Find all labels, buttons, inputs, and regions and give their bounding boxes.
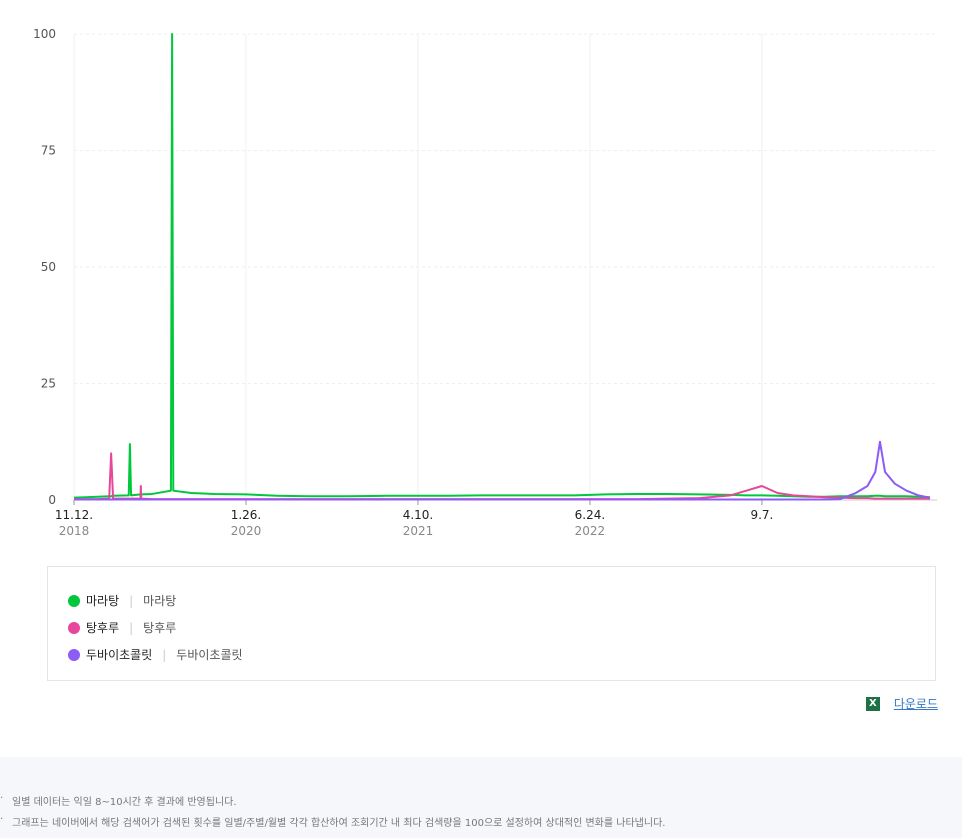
legend-keywords: 마라탕 (143, 594, 177, 608)
legend-name: 두바이초콜릿 (86, 648, 153, 662)
legend-keywords: 탕후루 (143, 621, 177, 635)
y-tick-label: 0 (48, 493, 56, 507)
download-link[interactable]: 다운로드 (893, 697, 938, 711)
x-tick-label: 4.10. (403, 508, 434, 522)
note: 그래프는 네이버에서 해당 검색어가 검색된 횟수를 일별/주별/월별 각각 합… (0, 814, 962, 835)
download-bar: X 다운로드 (865, 695, 938, 712)
separator: | (129, 620, 134, 635)
y-tick-label: 50 (41, 260, 56, 274)
x-tick-label: 11.12. (55, 508, 93, 522)
footer: 일별 데이터는 익일 8~10시간 후 결과에 반영됩니다. 그래프는 네이버에… (0, 757, 962, 838)
y-tick-label: 100 (33, 27, 56, 41)
x-tick-sublabel: 2020 (231, 524, 262, 538)
separator: | (129, 593, 134, 608)
x-tick-sublabel: 2018 (59, 524, 90, 538)
x-tick-label: 6.24. (575, 508, 606, 522)
legend-item[interactable]: 탕후루 | 탕후루 (68, 614, 935, 641)
x-tick-sublabel: 2021 (403, 524, 434, 538)
x-tick-label: 1.26. (231, 508, 262, 522)
separator: | (162, 647, 167, 662)
series-line (74, 440, 931, 501)
legend-keywords: 두바이초콜릿 (176, 648, 243, 662)
legend-dot (68, 594, 80, 607)
y-tick-label: 75 (41, 144, 56, 158)
legend-name: 마라탕 (86, 594, 120, 608)
legend-item[interactable]: 마라탕 | 마라탕 (68, 587, 935, 614)
legend-name: 탕후루 (86, 621, 120, 635)
chart: 0 25 50 75 100 11.12. 2018 1.26. 2020 4.10. 2021 6.… (33, 27, 937, 538)
x-tick-sublabel: 2022 (575, 524, 606, 538)
series-line (74, 452, 930, 501)
x-tick-label: 9.7. (750, 508, 773, 522)
legend-dot (68, 648, 80, 661)
y-tick-label: 25 (41, 377, 56, 391)
note: 일별 데이터는 익일 8~10시간 후 결과에 반영됩니다. (0, 793, 962, 814)
legend-item[interactable]: 두바이초콜릿 | 두바이초콜릿 (68, 641, 935, 668)
series-line (73, 33, 931, 499)
legend-dot (68, 621, 80, 634)
excel-icon[interactable]: X (865, 696, 880, 711)
